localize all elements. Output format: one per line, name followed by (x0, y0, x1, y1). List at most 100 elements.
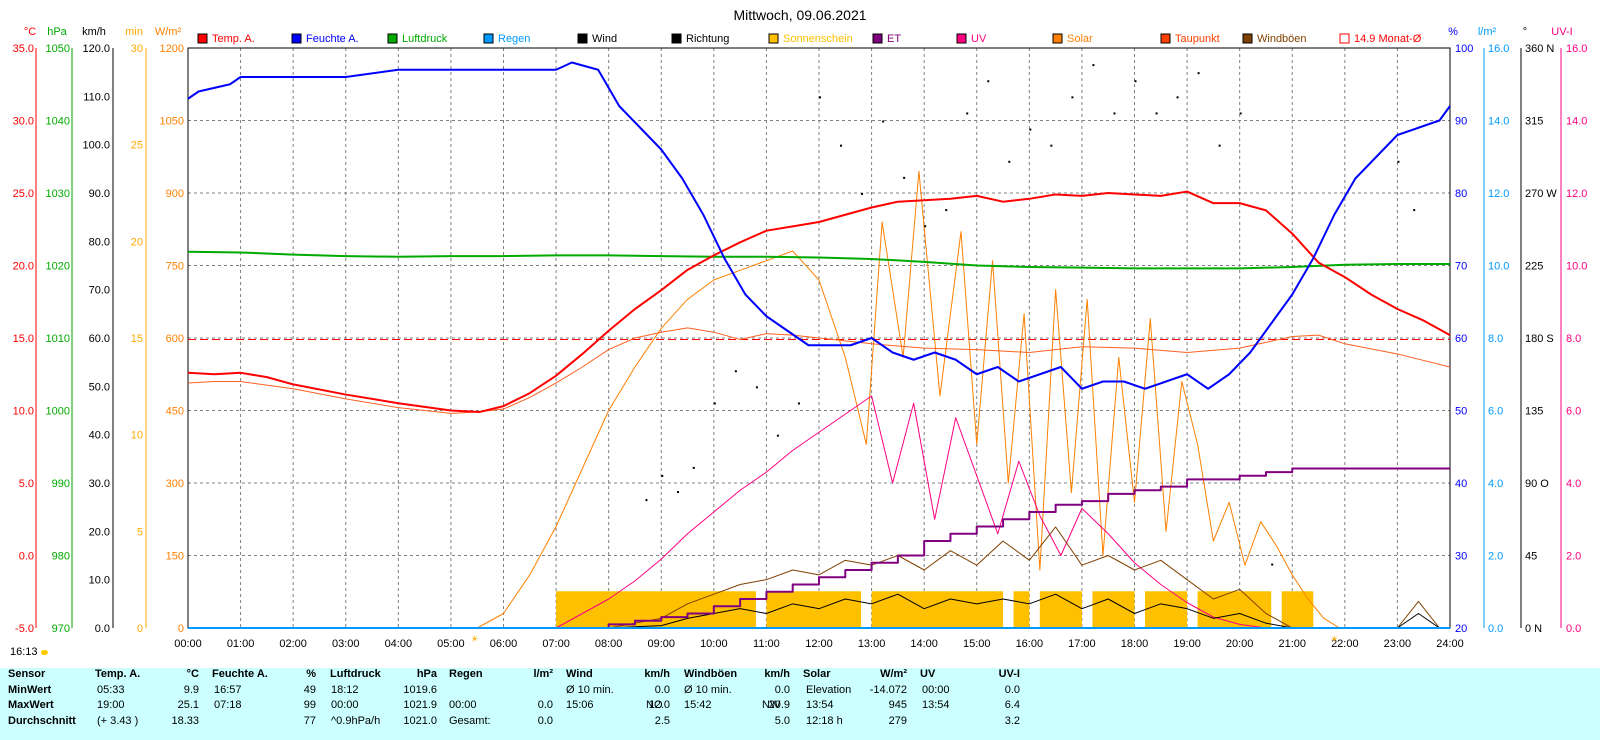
direction-point (776, 434, 779, 437)
stats-solar-value: 279 (888, 715, 907, 727)
stats-gust-dir: NW (762, 699, 781, 711)
x-axis-tick: 04:00 (385, 638, 413, 650)
direction-point (1008, 160, 1011, 163)
direction-point (1218, 144, 1221, 147)
legend-label: 14.9 Monat-Ø (1354, 33, 1422, 45)
dir-axis-tick: 0 N (1525, 623, 1542, 635)
stats-press-value: 1021.9 (403, 699, 437, 711)
sun-axis-tick: 15 (131, 333, 143, 345)
uv-axis-tick: 0.0 (1566, 623, 1581, 635)
stats-press-value: 1021.0 (403, 715, 437, 727)
direction-point (677, 491, 680, 494)
stats-temp-value: 25.1 (177, 699, 199, 711)
direction-point (734, 370, 737, 373)
direction-point (1155, 112, 1158, 115)
press-axis-tick: 1040 (46, 116, 70, 128)
press-axis-tick: 1050 (46, 43, 70, 55)
series-line-taupunkt (187, 327, 1451, 414)
stats-solar-value: 945 (888, 699, 907, 711)
direction-point (692, 466, 695, 469)
stats-gust-value: 5.0 (774, 715, 790, 727)
legend-swatch (1339, 33, 1350, 44)
series-line-luftdruck (187, 250, 1450, 270)
stats-solar-time: 12:18 h (806, 715, 843, 727)
stats-table: Sensor Temp. A. °C Feuchte A.% Luftdruck hPa R… (0, 668, 1600, 740)
direction-point (924, 225, 927, 228)
x-axis-tick: 22:00 (1331, 638, 1359, 650)
direction-point (1239, 112, 1242, 115)
x-axis-tick: 10:00 (700, 638, 728, 650)
direction-point (755, 386, 758, 389)
press-axis-tick: 1010 (46, 333, 70, 345)
solar-axis-unit: W/m² (155, 26, 182, 38)
stats-gust-value: 20.9 (768, 699, 790, 711)
stats-temp-time: 19:00 (97, 699, 125, 711)
direction-point (713, 402, 716, 405)
stats-solar-time: Elevation (806, 684, 852, 696)
legend-swatch (768, 33, 779, 44)
stats-header-press: Luftdruck (330, 668, 381, 680)
solar-axis-tick: 0 (178, 623, 184, 635)
legend-label: Sonnenschein (783, 33, 853, 45)
dir-axis-tick: 45 (1525, 551, 1537, 563)
direction-point (1050, 144, 1053, 147)
legend-label: Solar (1067, 33, 1093, 45)
sunrise-icon: ☀ (471, 634, 479, 644)
wind-axis-tick: 20.0 (89, 526, 110, 538)
sun-axis-tick: 0 (137, 623, 143, 635)
stats-uv-value: 3.2 (1004, 715, 1020, 727)
stats-header-temp-unit: °C (186, 668, 199, 680)
sunshine-bar (766, 591, 862, 628)
status-time: 16:13 (10, 646, 48, 658)
x-axis-tick: 06:00 (490, 638, 518, 650)
dir-axis-tick: 225 (1525, 261, 1543, 273)
hum-axis-tick: 70 (1455, 261, 1467, 273)
temp-axis-tick: 25.0 (13, 188, 34, 200)
sun-indicator-icon (40, 649, 48, 655)
stats-header-solar: Solar (803, 668, 831, 680)
legend-label: Feuchte A. (306, 33, 359, 45)
stats-temp-time: 05:33 (97, 684, 125, 696)
sunshine-bar (1281, 591, 1314, 628)
sunshine-bar (1145, 591, 1188, 628)
x-axis-tick: 12:00 (805, 638, 833, 650)
direction-point (882, 120, 885, 123)
x-axis-tick: 20:00 (1226, 638, 1254, 650)
uv-axis-tick: 14.0 (1566, 116, 1587, 128)
hum-axis-tick: 50 (1455, 406, 1467, 418)
stats-header-sensor: Sensor (8, 668, 46, 680)
stats-header-rain: Regen (449, 668, 483, 680)
rain-axis-tick: 10.0 (1488, 261, 1509, 273)
uv-axis-unit: UV-I (1551, 26, 1572, 38)
stats-wind-time: 15:06 (566, 699, 594, 711)
sun-axis-tick: 10 (131, 430, 143, 442)
x-axis-tick: 19:00 (1173, 638, 1201, 650)
stats-press-time: 00:00 (331, 699, 359, 711)
rain-axis-tick: 4.0 (1488, 478, 1503, 490)
wind-axis-tick: 30.0 (89, 478, 110, 490)
direction-point (903, 176, 906, 179)
status-time-label: 16:13 (10, 646, 38, 658)
legend-label: Luftdruck (402, 33, 448, 45)
stats-header-wind-unit: km/h (644, 668, 670, 680)
sunshine-bar (556, 591, 756, 628)
rain-axis-tick: 8.0 (1488, 333, 1503, 345)
stats-gust-value: 0.0 (774, 684, 790, 696)
sun-axis-tick: 5 (137, 526, 143, 538)
chart-legend: Temp. A. Feuchte A. Luftdruck Regen Wind Rich… (197, 33, 1422, 45)
series-line-uv (555, 395, 1267, 629)
wind-axis-tick: 90.0 (89, 188, 110, 200)
direction-point (1413, 209, 1416, 212)
x-axis-tick: 01:00 (227, 638, 255, 650)
y-axes: °C 35.0 30.0 25.0 20.0 15.0 10.0 5.0 0.0 -5.0 hPa 1… (13, 26, 1588, 635)
stats-rain-time: Gesamt: (449, 715, 491, 727)
legend-label: Regen (498, 33, 530, 45)
dir-axis-tick: 315 (1525, 116, 1543, 128)
stats-temp-time: (+ 3.43 ) (97, 715, 139, 727)
solar-axis-tick: 300 (166, 478, 184, 490)
stats-header-wind: Wind (566, 668, 593, 680)
x-axis-tick: 14:00 (910, 638, 938, 650)
x-axis-tick: 16:00 (1016, 638, 1044, 650)
legend-label: Temp. A. (212, 33, 255, 45)
stats-header-solar-unit: W/m² (880, 668, 907, 680)
